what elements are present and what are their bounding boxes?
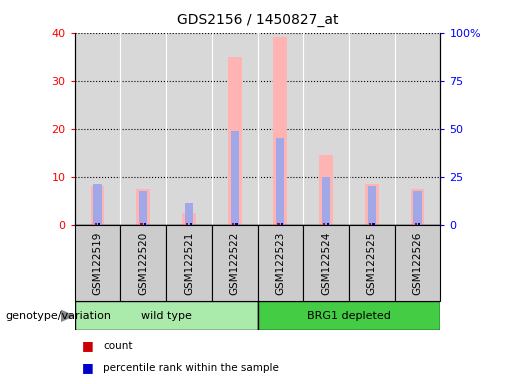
Bar <box>75 301 258 330</box>
Bar <box>93 184 101 225</box>
Bar <box>369 223 371 225</box>
Bar <box>365 184 379 225</box>
Text: GSM122523: GSM122523 <box>276 231 285 295</box>
Text: GSM122521: GSM122521 <box>184 231 194 295</box>
Bar <box>231 131 239 225</box>
Text: genotype/variation: genotype/variation <box>5 311 111 321</box>
Bar <box>75 225 121 301</box>
Bar <box>415 223 417 225</box>
Bar <box>327 223 329 225</box>
Bar <box>276 138 284 225</box>
Bar <box>144 223 146 225</box>
Bar <box>140 223 143 225</box>
Bar <box>281 223 283 225</box>
Bar <box>212 225 258 301</box>
Polygon shape <box>61 310 74 321</box>
Bar <box>418 223 420 225</box>
Text: GSM122524: GSM122524 <box>321 231 331 295</box>
Text: BRG1 depleted: BRG1 depleted <box>307 311 391 321</box>
Text: GSM122519: GSM122519 <box>93 231 102 295</box>
Text: count: count <box>103 341 132 351</box>
Bar <box>139 191 147 225</box>
Bar <box>394 225 440 301</box>
Bar <box>228 56 242 225</box>
Text: ■: ■ <box>82 339 93 352</box>
Text: wild type: wild type <box>141 311 192 321</box>
Bar <box>349 225 394 301</box>
Bar <box>91 186 105 225</box>
Text: GDS2156 / 1450827_at: GDS2156 / 1450827_at <box>177 13 338 27</box>
Text: GSM122525: GSM122525 <box>367 231 377 295</box>
Bar <box>98 223 100 225</box>
Bar <box>414 191 422 225</box>
Bar <box>166 225 212 301</box>
Bar <box>232 223 234 225</box>
Text: GSM122520: GSM122520 <box>138 232 148 295</box>
Bar <box>185 203 193 225</box>
Bar <box>258 301 440 330</box>
Text: percentile rank within the sample: percentile rank within the sample <box>103 363 279 373</box>
Bar <box>319 155 333 225</box>
Bar <box>136 189 150 225</box>
Bar <box>186 223 188 225</box>
Bar <box>273 38 287 225</box>
Bar <box>323 223 325 225</box>
Bar <box>322 177 330 225</box>
Bar <box>278 223 280 225</box>
Bar <box>258 225 303 301</box>
Bar <box>121 225 166 301</box>
Text: GSM122526: GSM122526 <box>413 231 422 295</box>
Text: ■: ■ <box>82 361 93 374</box>
Bar <box>235 223 237 225</box>
Bar <box>190 223 192 225</box>
Bar <box>303 225 349 301</box>
Bar <box>368 186 376 225</box>
Bar <box>372 223 375 225</box>
Text: GSM122522: GSM122522 <box>230 231 239 295</box>
Bar <box>410 189 424 225</box>
Bar <box>95 223 97 225</box>
Bar <box>182 213 196 225</box>
